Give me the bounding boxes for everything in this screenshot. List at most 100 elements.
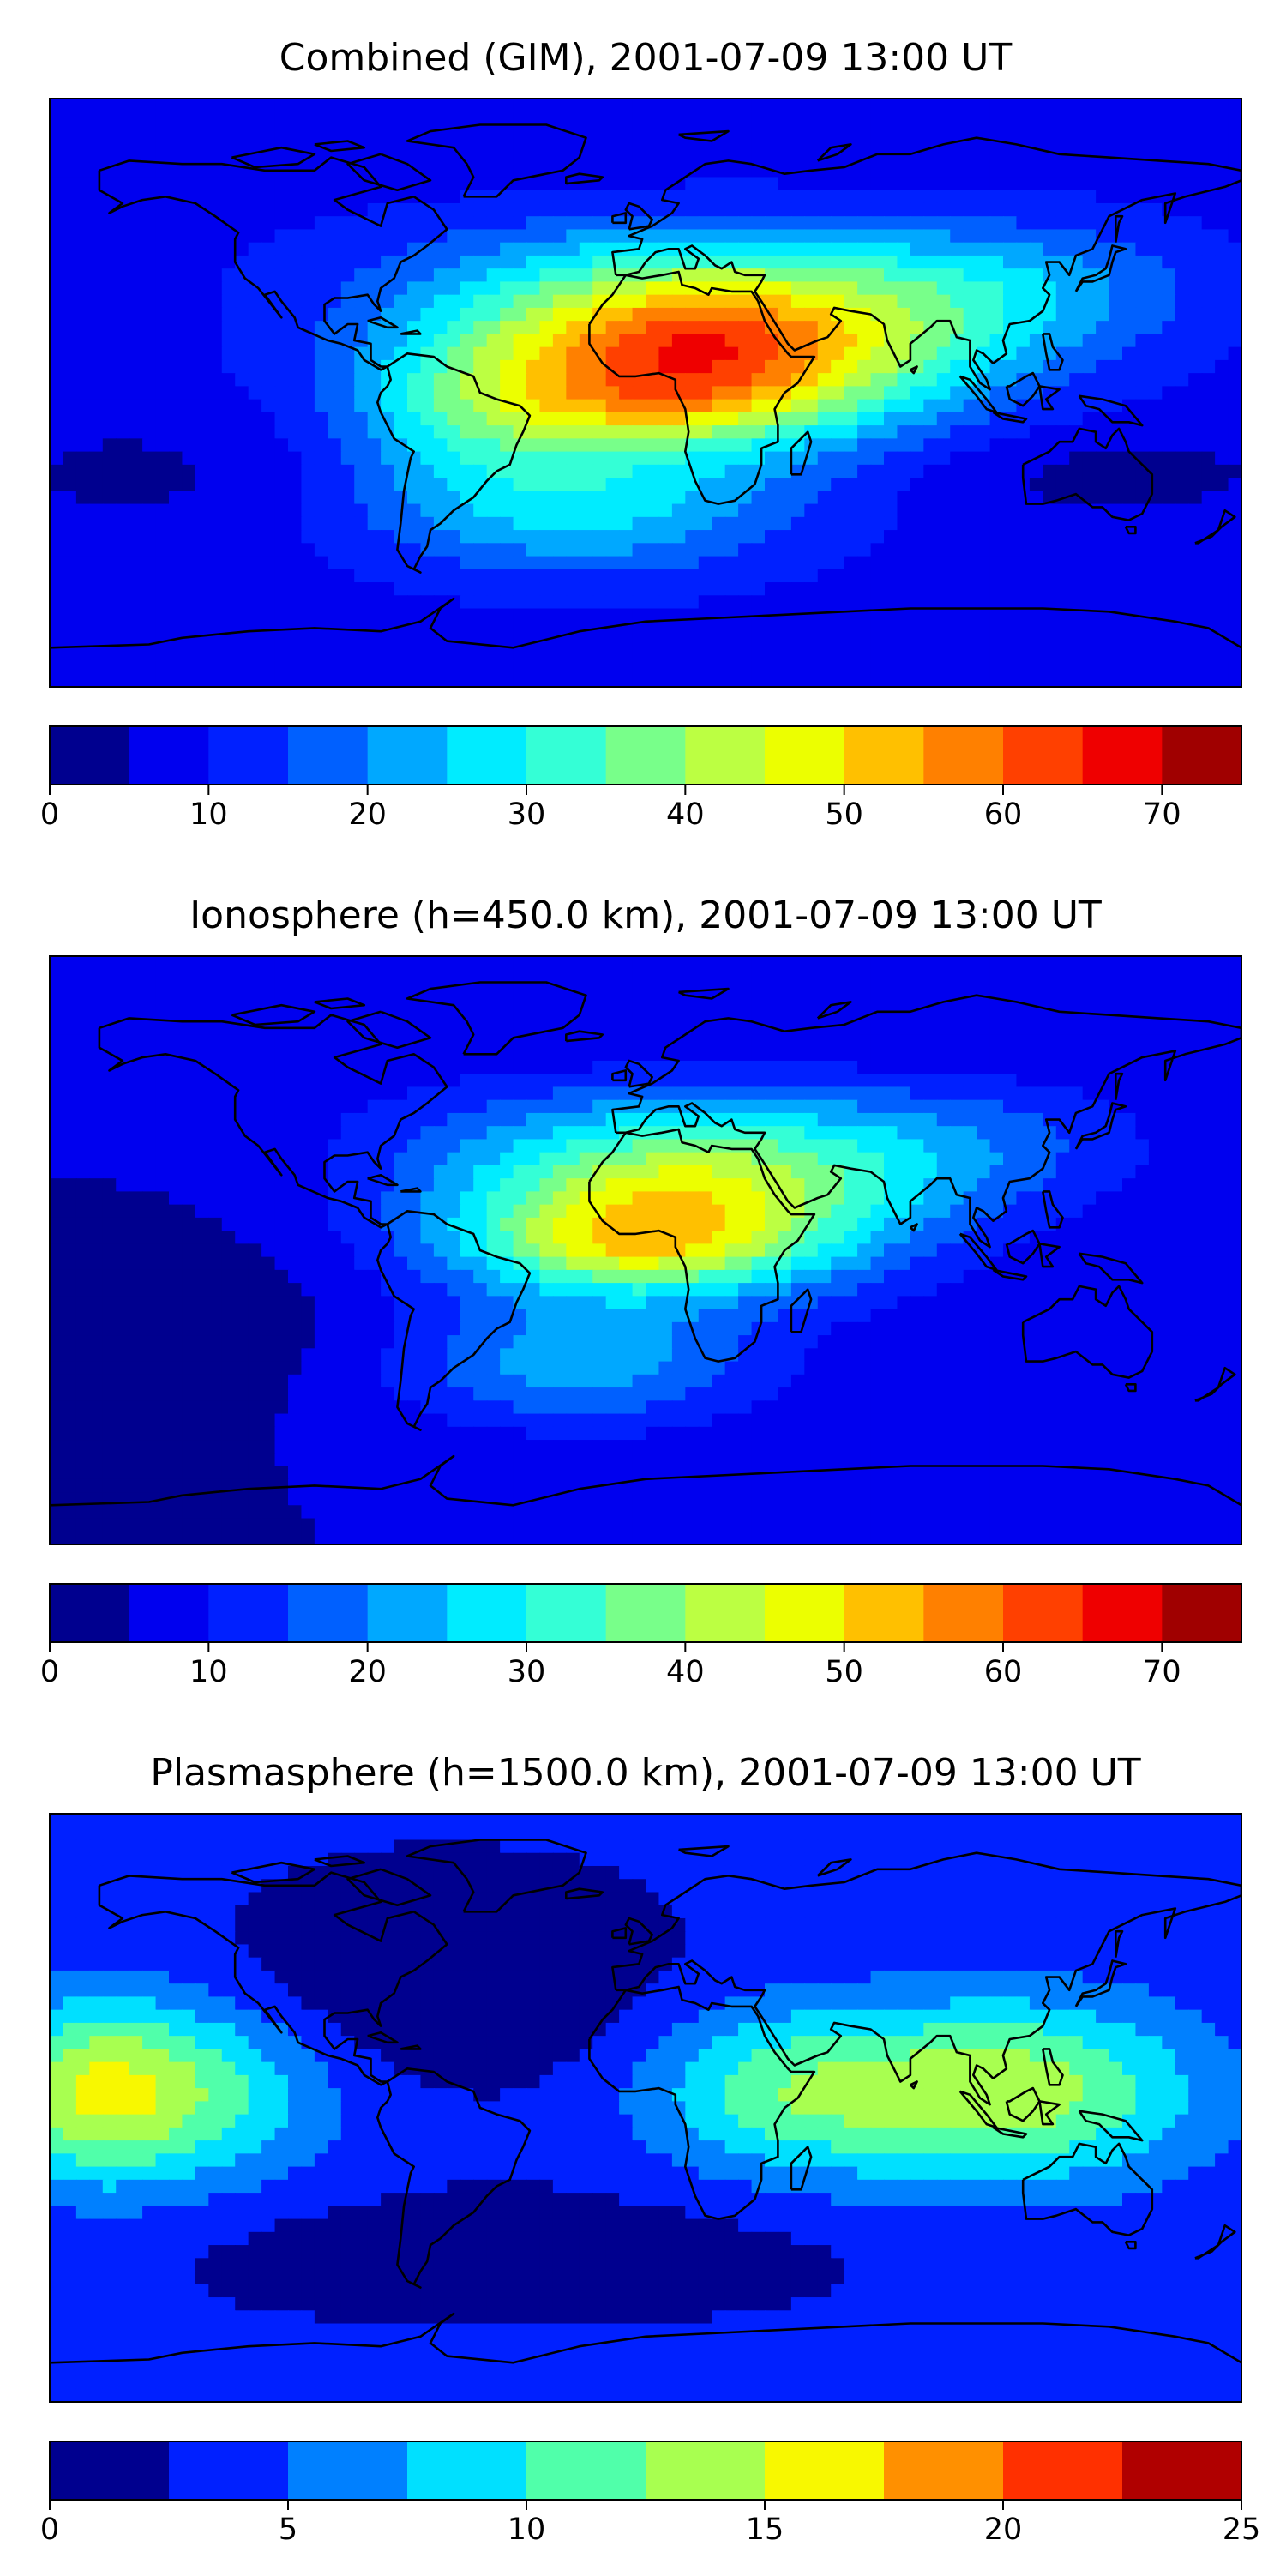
field-cell: [1083, 569, 1097, 583]
field-cell: [646, 1008, 659, 1022]
field-cell: [658, 530, 672, 544]
field-cell: [460, 543, 474, 557]
field-cell: [1003, 491, 1017, 504]
field-cell: [288, 504, 302, 518]
field-cell: [447, 243, 460, 256]
field-cell: [633, 308, 646, 322]
field-cell: [275, 609, 289, 623]
field-cell: [142, 661, 156, 675]
field-cell: [487, 1008, 501, 1022]
field-cell: [288, 347, 302, 361]
field-cell: [910, 557, 924, 570]
field-cell: [288, 203, 302, 217]
field-cell: [89, 412, 103, 426]
field-cell: [857, 1021, 871, 1035]
field-cell: [633, 465, 646, 478]
field-cell: [487, 164, 501, 178]
field-cell: [381, 164, 394, 178]
field-cell: [580, 256, 593, 269]
field-cell: [1229, 373, 1242, 387]
field-cell: [249, 1061, 262, 1074]
field-cell: [539, 281, 553, 295]
field-cell: [871, 982, 885, 996]
field-cell: [526, 982, 540, 996]
field-cell: [182, 557, 195, 570]
field-cell: [765, 360, 778, 374]
field-cell: [1162, 425, 1175, 439]
field-cell: [288, 647, 302, 661]
field-cell: [1083, 308, 1097, 322]
field-cell: [63, 386, 76, 400]
field-cell: [1083, 996, 1097, 1009]
field-cell: [633, 517, 646, 531]
field-cell: [514, 1048, 527, 1062]
field-cell: [1043, 138, 1056, 152]
field-cell: [116, 582, 129, 596]
field-cell: [434, 164, 448, 178]
field-cell: [831, 268, 844, 282]
field-cell: [553, 295, 567, 309]
field-cell: [871, 295, 885, 309]
field-cell: [1030, 438, 1043, 452]
field-cell: [261, 1048, 275, 1062]
field-cell: [1188, 478, 1202, 491]
field-cell: [1043, 956, 1056, 970]
field-cell: [169, 164, 183, 178]
field-cell: [447, 969, 460, 983]
field-cell: [580, 465, 593, 478]
field-cell: [394, 229, 408, 243]
field-cell: [844, 321, 858, 334]
field-cell: [63, 491, 76, 504]
field-cell: [606, 334, 620, 347]
field-cell: [897, 216, 910, 230]
field-cell: [580, 360, 593, 374]
field-cell: [129, 674, 143, 688]
field-cell: [142, 229, 156, 243]
field-cell: [1096, 982, 1109, 996]
field-cell: [235, 243, 249, 256]
field-cell: [116, 216, 129, 230]
field-cell: [301, 569, 315, 583]
field-cell: [553, 557, 567, 570]
field-cell: [937, 347, 951, 361]
field-cell: [169, 635, 183, 648]
field-cell: [222, 543, 236, 557]
field-cell: [1016, 347, 1030, 361]
field-cell: [288, 425, 302, 439]
field-cell: [460, 308, 474, 322]
field-cell: [566, 360, 580, 374]
field-cell: [685, 969, 699, 983]
field-cell: [672, 543, 686, 557]
field-cell: [208, 295, 222, 309]
field-cell: [831, 124, 844, 138]
field-cell: [897, 1008, 910, 1022]
colorbar-swatch: [368, 726, 448, 785]
field-cell: [857, 164, 871, 178]
field-cell: [1069, 1048, 1083, 1062]
field-cell: [460, 99, 474, 112]
field-cell: [354, 465, 368, 478]
field-cell: [1149, 386, 1163, 400]
field-cell: [103, 334, 117, 347]
field-cell: [249, 99, 262, 112]
field-cell: [341, 177, 355, 190]
field-cell: [1162, 99, 1175, 112]
field-cell: [1056, 308, 1070, 322]
field-cell: [977, 281, 990, 295]
field-cell: [592, 256, 606, 269]
field-cell: [818, 243, 832, 256]
field-cell: [1056, 1048, 1070, 1062]
field-cell: [195, 177, 209, 190]
field-cell: [182, 956, 195, 970]
field-cell: [222, 308, 236, 322]
field-cell: [195, 530, 209, 544]
field-cell: [129, 609, 143, 623]
field-cell: [778, 281, 791, 295]
field-cell: [1003, 308, 1017, 322]
field-cell: [658, 229, 672, 243]
field-cell: [592, 969, 606, 983]
field-cell: [1122, 360, 1136, 374]
field-cell: [964, 452, 977, 466]
field-cell: [646, 425, 659, 439]
field-cell: [1175, 334, 1189, 347]
